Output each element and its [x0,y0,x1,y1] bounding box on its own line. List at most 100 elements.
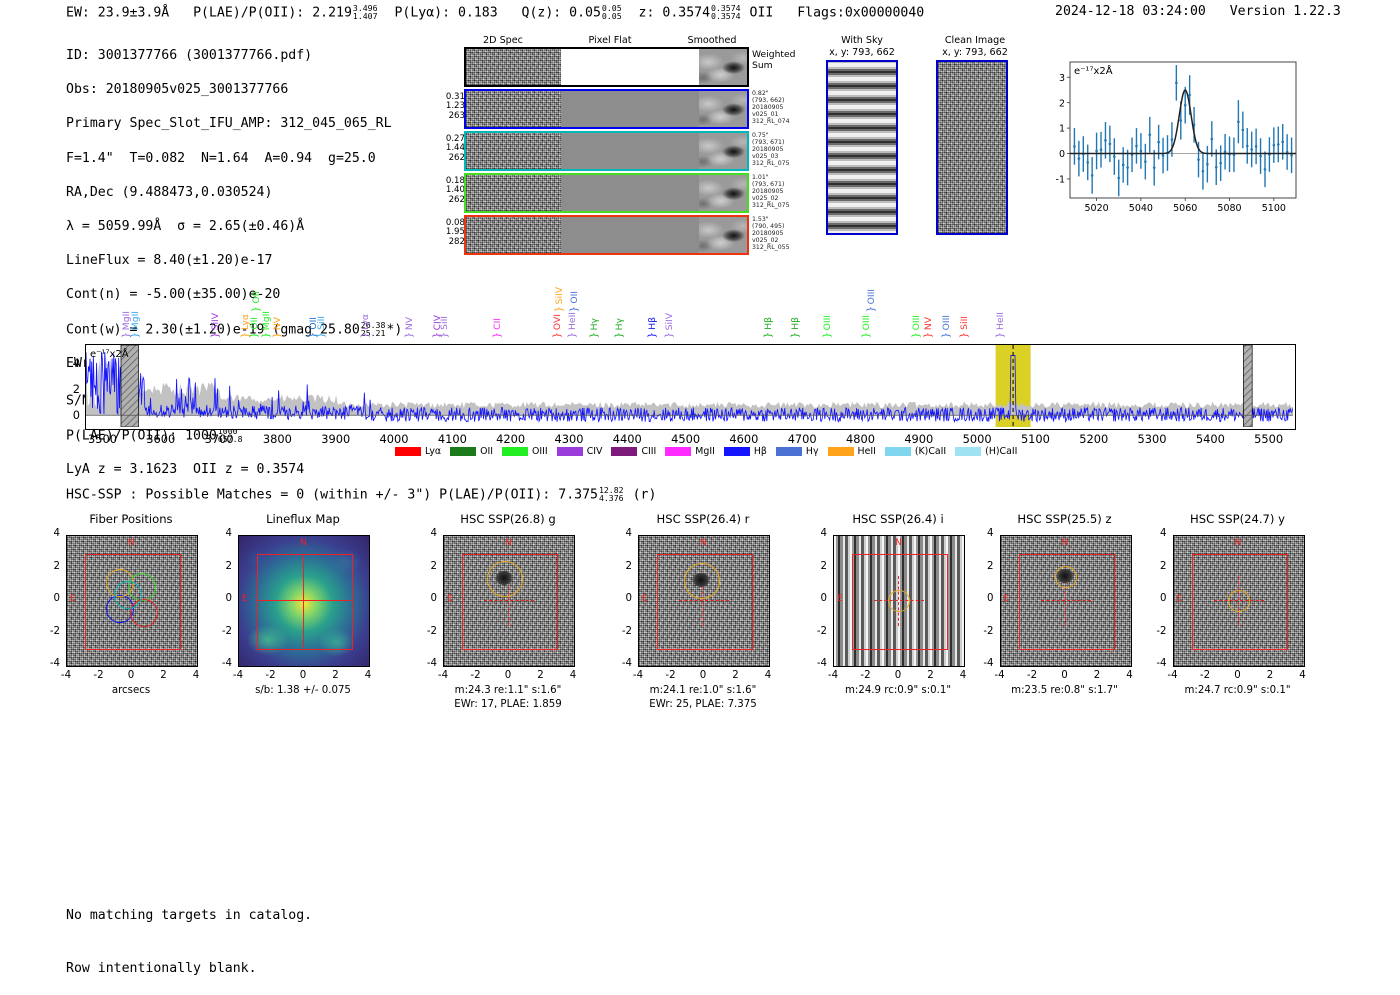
compass-north-3: N [700,538,707,548]
line-label-siii-13: SiII [439,316,451,330]
info-redshifts: LyA z = 3.1623 OII z = 0.3574 [66,462,305,478]
cutout-1-ytick-3: 2 [225,560,232,572]
spectrum-xtick-4400: 4400 [612,432,642,446]
legend-label-MgII: MgII [695,446,715,457]
compass-north-0: N [128,538,135,548]
emission-line-fit-chart[interactable]: -1 0 1 2 3 5020 5040 5060 5080 5100 e⁻¹⁷x2Å [1040,56,1302,224]
hsc-match-summary: HSC-SSP : Possible Matches = 0 (within +… [66,486,656,503]
cutout-2-xtick-2: 0 [504,670,512,681]
line-bracket-16: } [554,306,566,313]
cutout-6-caption-0: m:24.7 rc:0.9" s:0.1" [1184,685,1291,696]
line-bracket-23: } [762,332,774,339]
cutout-3-xtick-3: 2 [732,670,739,681]
spectrum-xtick-3600: 3600 [146,432,176,446]
legend-swatch-(H)CaII [955,447,982,456]
panel-title-2dspec: 2D Spec [483,35,523,46]
fiber-aperture-box [85,554,181,650]
ew-value: 23.9±3.9Å [97,5,170,21]
cutout-title-1: Lineflux Map [266,512,340,526]
spectrum-xtick-5500: 5500 [1254,432,1284,446]
fiber-row-0-pixelflat [561,91,699,127]
with-sky-image[interactable] [826,60,898,235]
fiber-row-1[interactable] [464,131,749,171]
line-bracket-4: } [249,332,261,339]
line-label-hγ-20: Hγ [614,317,626,330]
legend-label-CIII: CIII [641,446,657,457]
cutout-3-xtick-0: -4 [632,670,644,681]
fiber-circle-3[interactable] [130,599,158,627]
fiber-row-3[interactable] [464,215,749,255]
qz-label: Q(z): [521,5,562,21]
cutout-5-caption-0: m:23.5 re:0.8" s:1.7" [1011,685,1118,696]
clean-image-image[interactable] [936,60,1008,235]
spectrum-xtick-4300: 4300 [554,432,584,446]
spectrum-ytick-2: 2 [72,382,80,397]
cutout-1-ytick-0: -4 [221,658,232,669]
spectrum-xtick-4800: 4800 [846,432,875,446]
cutout-6-aperture-box [1191,554,1288,650]
cutout-5-xtick-1: -2 [1026,670,1038,681]
line-label-oiii-30: OIII [941,314,953,330]
cutout-1-ytick-1: -2 [221,625,232,637]
fiber-row-2[interactable] [464,173,749,213]
info-lambda: λ = 5059.99Å σ = 2.65(±0.46)Å [66,219,305,235]
line-bracket-26: } [861,332,873,339]
svg-text:5080: 5080 [1217,203,1241,214]
fiber-row-0[interactable] [464,89,749,129]
line-bracket-18: } [569,306,581,313]
gmag-range: 26.38 25.21 [360,319,386,338]
fiber-row-1-pixelflat [561,133,699,169]
legend-label-Hβ: Hβ [753,446,767,457]
cutout-4-ytick-1: -2 [816,625,827,637]
line-label-siii-31: SiII [958,316,970,330]
full-spectrum-plot[interactable]: e⁻¹⁷x2Å [85,344,1296,430]
cutout-4-ytick-0: -4 [816,658,827,669]
cutout-6-xtick-2: 0 [1234,670,1241,681]
spectrum-xtick-4500: 4500 [671,432,701,446]
info-id: ID: 3001377766 (3001377766.pdf) [66,48,313,64]
timestamp: 2024-12-18 03:24:00 [1055,4,1206,19]
cutout-1-ytick-4: 4 [225,528,232,539]
cutout-3-xtick-4: 4 [764,670,772,681]
cutout-5-ytick-1: -2 [983,625,994,637]
legend-item-CIII: CIII [611,446,656,457]
plae-value: 2.219 [312,5,352,21]
legend-label-(H)CaII: (H)CaII [985,446,1018,457]
cutout-2-aperture-box [462,554,558,650]
fiber-circle-4[interactable] [114,581,142,609]
line-bracket-21: } [647,332,659,339]
cutout-0-xtick-3: 2 [160,670,167,681]
fiber-row-2-stats: 0.18 1.40 262 [445,176,465,205]
cutout-5-ytick-2: 0 [987,593,994,604]
info-radec: RA,Dec (9.488473,0.030524) [66,184,273,200]
cutout-4-xtick-1: -2 [860,670,871,681]
cutout-4-aperture-box [852,554,948,650]
line-bracket-7: } [272,332,284,339]
fiber-row-1-2dspec [466,133,561,169]
line-bracket-32: } [995,332,1007,339]
cutout-3-xtick-1: -2 [665,670,676,681]
line-label-ovi-15: OVI [551,313,563,330]
clean-image-title-text: Clean Image [944,35,1006,46]
clean-image-title: Clean Image x, y: 793, 662 [920,35,1030,59]
line-bracket-17: } [566,332,578,339]
cutout-3-ytick-2: 0 [625,593,632,604]
line-label-oii-18: OII [569,291,581,304]
cutout-0-caption-0: arcsecs [111,685,151,696]
spectrum-xtick-3800: 3800 [262,432,292,446]
line-label-hβ-21: Hβ [647,317,659,330]
with-sky-title-text: With Sky [841,35,883,46]
cutout-2-center-cross-h [484,600,534,601]
spectrum-xtick-5400: 5400 [1195,432,1225,446]
line-label-oiii-25: OIII [821,314,833,330]
line-label-hβ-24: Hβ [790,317,802,330]
cutout-5-xtick-4: 4 [1126,670,1133,681]
spectrum-xtick-3500: 3500 [87,432,117,446]
